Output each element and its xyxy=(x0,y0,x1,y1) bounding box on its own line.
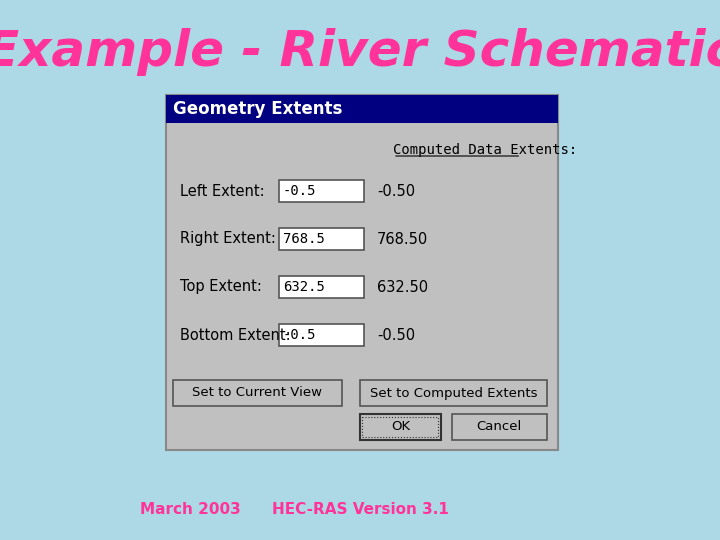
Text: 632.5: 632.5 xyxy=(283,280,325,294)
Bar xyxy=(166,95,558,450)
Bar xyxy=(451,414,547,440)
Bar xyxy=(279,228,364,250)
Text: March 2003: March 2003 xyxy=(140,503,241,517)
Bar xyxy=(279,180,364,202)
Text: OK: OK xyxy=(391,421,410,434)
Text: -0.5: -0.5 xyxy=(283,184,317,198)
Bar xyxy=(362,417,438,437)
FancyBboxPatch shape xyxy=(360,380,547,406)
Text: Bottom Extent:: Bottom Extent: xyxy=(181,327,291,342)
Bar xyxy=(360,414,441,440)
Text: Set to Computed Extents: Set to Computed Extents xyxy=(369,387,537,400)
Text: Computed Data Extents:: Computed Data Extents: xyxy=(393,143,577,157)
Text: Geometry Extents: Geometry Extents xyxy=(173,100,343,118)
Text: -0.5: -0.5 xyxy=(283,328,317,342)
Bar xyxy=(279,276,364,298)
FancyBboxPatch shape xyxy=(173,380,342,406)
Text: Example - River Schematic: Example - River Schematic xyxy=(0,28,720,76)
Text: HEC-RAS Version 3.1: HEC-RAS Version 3.1 xyxy=(271,503,449,517)
Text: Right Extent:: Right Extent: xyxy=(181,232,276,246)
Text: 632.50: 632.50 xyxy=(377,280,428,294)
Text: Top Extent:: Top Extent: xyxy=(181,280,262,294)
Text: -0.50: -0.50 xyxy=(377,327,415,342)
Text: Left Extent:: Left Extent: xyxy=(181,184,265,199)
Text: Cancel: Cancel xyxy=(477,421,522,434)
Text: Set to Current View: Set to Current View xyxy=(192,387,323,400)
Text: 768.5: 768.5 xyxy=(283,232,325,246)
Bar xyxy=(166,95,558,123)
Bar xyxy=(279,324,364,346)
Text: -0.50: -0.50 xyxy=(377,184,415,199)
Text: 768.50: 768.50 xyxy=(377,232,428,246)
